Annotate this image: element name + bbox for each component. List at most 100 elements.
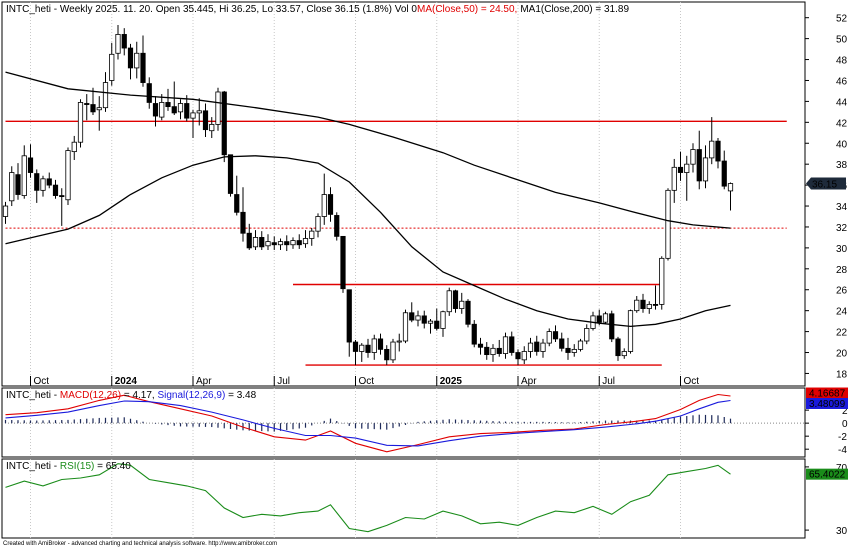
candle-body [559,338,565,349]
candle-body [196,110,202,114]
price-y-tick-label: 20 [836,349,848,360]
candle-body [409,312,415,321]
candle-body [440,311,446,329]
candle-body [334,215,340,237]
macd-header: INTC_heti - MACD(12,26) = 4.17, Signal(1… [6,390,257,401]
candle-body [296,240,302,246]
rsi-y-axis: 30 70 [805,463,848,537]
candle-body [340,235,346,290]
price-header-prefix: INTC_heti - Weekly 2025. 11. 20. Open 35… [6,4,417,15]
rsi-header-label: RSI(15) [60,461,94,472]
candle-body [696,149,702,182]
candle-body [227,154,234,194]
candle-body [527,342,534,352]
candle-body [477,343,484,348]
candle-body [15,174,21,195]
candle-body [234,194,240,213]
candle-body [265,241,271,247]
candle-body [140,52,146,83]
price-x-tick-label: Oct [359,376,375,387]
price-header: INTC_heti - Weekly 2025. 11. 20. Open 35… [6,4,629,15]
candle-body [702,157,709,182]
candle-body [327,194,334,215]
candle-body [321,194,327,217]
price-y-tick-label: 38 [836,160,848,171]
candle-body [271,242,277,246]
candle-body [146,83,152,103]
candle-body [584,328,590,342]
rsi-header-value: = 65.40 [94,461,131,472]
price-panel: INTC_heti - Weekly 2025. 11. 20. Open 35… [1,1,848,387]
candle-body [402,312,409,342]
candle-body [390,341,396,361]
candle-body [315,216,321,232]
candle-body [465,300,471,325]
candle-body [102,82,109,109]
candle-body [421,315,427,324]
candle-body [484,346,490,356]
price-header-ma50: MA(Close,50) = 24.50, [417,4,517,15]
rsi-line [5,463,731,533]
candle-body [209,124,215,132]
price-x-tick-label: 2024 [115,376,138,387]
last-close-badge: 36.15 [806,177,846,191]
footer-credit: Created with AmiBroker - advanced charti… [3,541,277,547]
price-y-tick-label: 26 [836,286,848,297]
macd-y-tick-label: -2 [838,432,847,443]
candle-body [240,211,246,234]
last-close-badge-label: 36.15 [812,180,837,191]
price-y-tick-label: 24 [836,307,848,318]
candle-body [352,341,359,352]
macd-y-tick-label: 2 [842,406,848,417]
candle-body [615,338,621,357]
macd-y-axis: -4 -2 0 2 [805,406,848,456]
price-x-tick-label: Oct [34,376,50,387]
candle-body [496,347,502,354]
candle-body [65,150,71,201]
candle-body [646,303,652,309]
candle-body [152,103,159,117]
rsi-value-badge-label: 65.4022 [809,470,846,481]
price-y-tick-label: 46 [836,76,848,87]
rsi-value-badge [806,468,848,480]
candle-body [384,348,390,361]
candle-body [459,300,465,309]
moving-averages [5,71,731,328]
candle-body [259,237,265,248]
signal-header-value: = 3.48 [225,390,256,401]
macd-line [5,393,731,453]
candle-body [59,195,65,198]
price-y-tick-label: 48 [836,56,848,67]
candle-body [684,163,690,173]
candle-body [509,336,515,353]
candle-body [602,313,609,323]
candle-body [109,53,115,81]
candle-body [546,331,552,344]
candle-body [627,310,634,352]
candle-body [284,241,290,246]
candle-body [577,340,584,350]
price-candles [2,25,734,366]
candle-body [396,340,402,343]
candle-body [415,315,421,321]
candle-body [596,315,602,323]
candle-body [277,241,284,246]
candle-body [215,91,221,125]
macd-y-tick-label: -4 [838,445,847,456]
candle-body [634,299,640,312]
candle-body [659,257,665,305]
candle-body [377,338,384,350]
price-x-tick-label: 2025 [440,376,463,387]
candle-body [715,140,721,162]
rsi-panel: INTC_heti - RSI(15) = 65.40 30 70 65.4022 [1,458,848,539]
candle-body [252,237,259,248]
candle-body [115,34,121,54]
candle-body [490,347,496,356]
price-y-tick-label: 22 [836,328,848,339]
macd-value-badge-label: 4.16687 [809,389,846,400]
candle-body [502,336,509,354]
candle-body [534,341,540,352]
candle-body [96,107,102,111]
price-x-tick-label: Jul [277,376,290,387]
macd-y-tick-label: 0 [842,419,848,430]
